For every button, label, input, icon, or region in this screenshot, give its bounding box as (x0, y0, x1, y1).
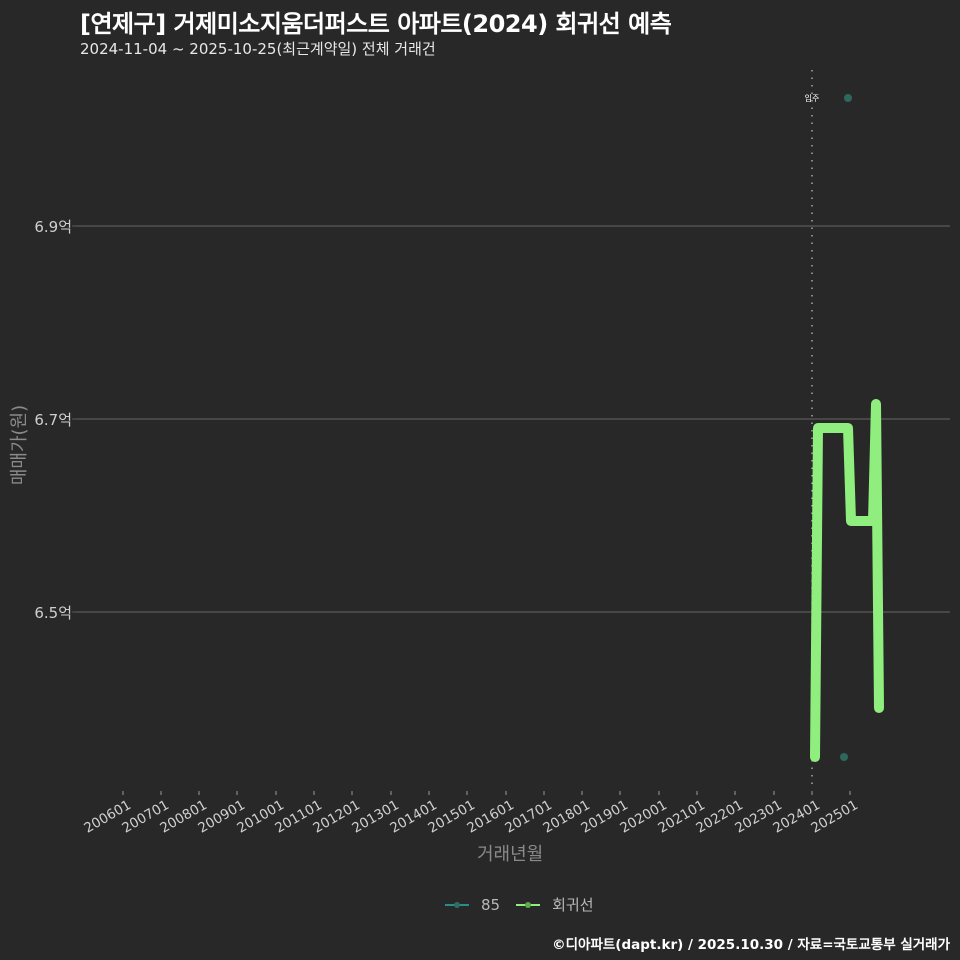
legend-key-85-icon (445, 899, 469, 911)
x-axis-title: 거래년월 (477, 844, 544, 865)
legend-key-regression-icon (516, 899, 541, 911)
data-point-85 (844, 94, 852, 102)
source-credit: ©디아파트(dapt.kr) / 2025.10.30 / 자료=국토교통부 실… (552, 937, 950, 953)
legend: 85 회귀선 (445, 894, 600, 915)
data-point-85 (840, 753, 848, 761)
chart-title: [연제구] 거제미소지움더퍼스트 아파트(2024) 회귀선 예측 (80, 10, 672, 38)
chart-subtitle: 2024-11-04 ~ 2025-10-25(최근계약일) 전체 거래건 (80, 40, 436, 58)
regression-line (810, 399, 884, 762)
y-tick-label: 6.7억 (34, 411, 72, 429)
x-tick-marks (122, 791, 851, 795)
legend-label: 85 (481, 895, 501, 914)
movein-label: 입주 (805, 94, 820, 103)
y-tick-label: 6.5억 (34, 604, 72, 622)
legend-label: 회귀선 (552, 896, 594, 914)
legend-item-85: 85 (445, 896, 500, 914)
y-axis-title: 매매가(원) (9, 404, 30, 486)
y-tick-label: 6.9억 (34, 218, 72, 236)
legend-item-regression: 회귀선 (516, 894, 594, 915)
